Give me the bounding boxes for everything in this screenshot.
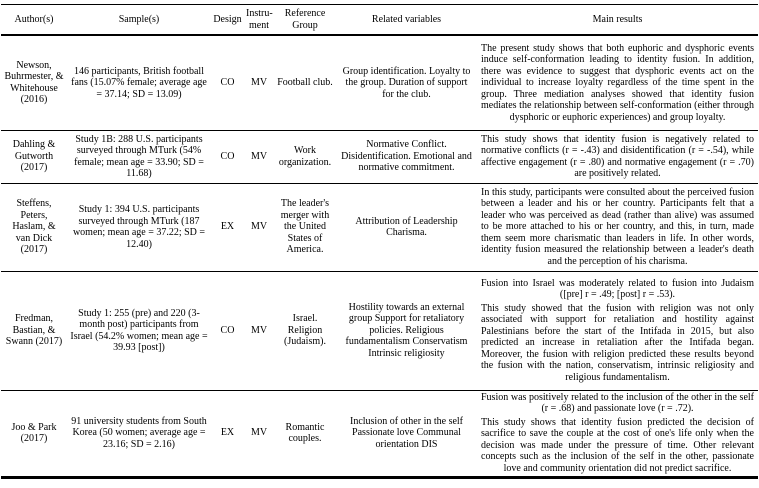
design-cell: CO	[211, 35, 244, 131]
header-authors: Author(s)	[1, 4, 67, 36]
table-body: Newson, Buhrmester, & Whitehouse (2016) …	[1, 35, 758, 477]
main-results-cell: This study shows that identity fusion is…	[477, 130, 758, 184]
instrument-cell: MV	[244, 271, 274, 391]
header-sample: Sample(s)	[67, 4, 211, 36]
main-results-paragraph: This study shows that identity fusion pr…	[481, 416, 754, 474]
header-related-variables: Related variables	[336, 4, 477, 36]
related-variables-cell: Normative Conflict. Disidentification. E…	[336, 130, 477, 184]
reference-group-cell: The leader's merger with the United Stat…	[274, 183, 336, 272]
header-main-results: Main results	[477, 4, 758, 36]
table-row: Fredman, Bastian, & Swann (2017) Study 1…	[1, 271, 758, 391]
instrument-cell: MV	[244, 183, 274, 272]
authors-cell: Steffens, Peters, Haslam, & van Dick (20…	[1, 183, 67, 272]
instrument-cell: MV	[244, 130, 274, 184]
authors-cell: Joo & Park (2017)	[11, 421, 57, 445]
reference-group-cell: Romantic couples.	[285, 421, 325, 445]
design-cell: CO	[211, 130, 244, 184]
sample-cell: Study 1B: 288 U.S. participants surveyed…	[67, 130, 211, 184]
authors-cell: Fredman, Bastian, & Swann (2017)	[1, 271, 67, 391]
table-row: Steffens, Peters, Haslam, & van Dick (20…	[1, 183, 758, 272]
design-cell: CO	[211, 271, 244, 391]
table-row: Joo & Park (2017) 91 university students…	[1, 390, 758, 477]
design-cell: EX	[211, 183, 244, 272]
design-cell: EX	[220, 427, 235, 439]
main-results-paragraph: This study shows that identity fusion is…	[481, 133, 754, 180]
header-design: Design	[211, 4, 244, 36]
sample-cell: 91 university students from South Korea …	[71, 415, 207, 450]
header-instrument: Instru-ment	[244, 4, 274, 36]
instrument-cell: MV	[250, 427, 268, 439]
main-results-cell: Fusion into Israel was moderately relate…	[477, 271, 758, 391]
sample-cell: Study 1: 394 U.S. participants surveyed …	[67, 183, 211, 272]
reference-group-cell: Football club.	[274, 35, 336, 131]
main-results-cell: In this study, participants were consult…	[477, 183, 758, 272]
main-results-cell: The present study shows that both euphor…	[477, 35, 758, 131]
reference-group-cell: Israel. Religion (Judaism).	[274, 271, 336, 391]
table-row: Dahling & Gutworth (2017) Study 1B: 288 …	[1, 130, 758, 184]
instrument-cell: MV	[244, 35, 274, 131]
related-variables-cell: Hostility towards an external group Supp…	[336, 271, 477, 391]
sample-cell: 146 participants, British football fans …	[67, 35, 211, 131]
header-reference-group: Reference Group	[274, 4, 336, 36]
authors-cell: Dahling & Gutworth (2017)	[1, 130, 67, 184]
table-row: Newson, Buhrmester, & Whitehouse (2016) …	[1, 35, 758, 131]
authors-cell: Newson, Buhrmester, & Whitehouse (2016)	[1, 35, 67, 131]
related-variables-cell: Attribution of Leadership Charisma.	[336, 183, 477, 272]
main-results-paragraph: This study showed that the fusion with r…	[481, 302, 754, 383]
main-results-paragraph: The present study shows that both euphor…	[481, 42, 754, 123]
studies-table: Author(s) Sample(s) Design Instru-ment R…	[1, 4, 758, 479]
main-results-paragraph: Fusion into Israel was moderately relate…	[481, 277, 754, 301]
reference-group-cell: Work organization.	[274, 130, 336, 184]
sample-cell: Study 1: 255 (pre) and 220 (3-month post…	[67, 271, 211, 391]
table-header-row: Author(s) Sample(s) Design Instru-ment R…	[1, 4, 758, 36]
related-variables-cell: Group identification. Loyalty to the gro…	[336, 35, 477, 131]
main-results-cell: Fusion was positively related to the inc…	[477, 390, 758, 477]
main-results-paragraph: In this study, participants were consult…	[481, 186, 754, 267]
main-results-paragraph: Fusion was positively related to the inc…	[481, 391, 754, 415]
related-variables-cell: Inclusion of other in the self Passionat…	[349, 415, 464, 450]
